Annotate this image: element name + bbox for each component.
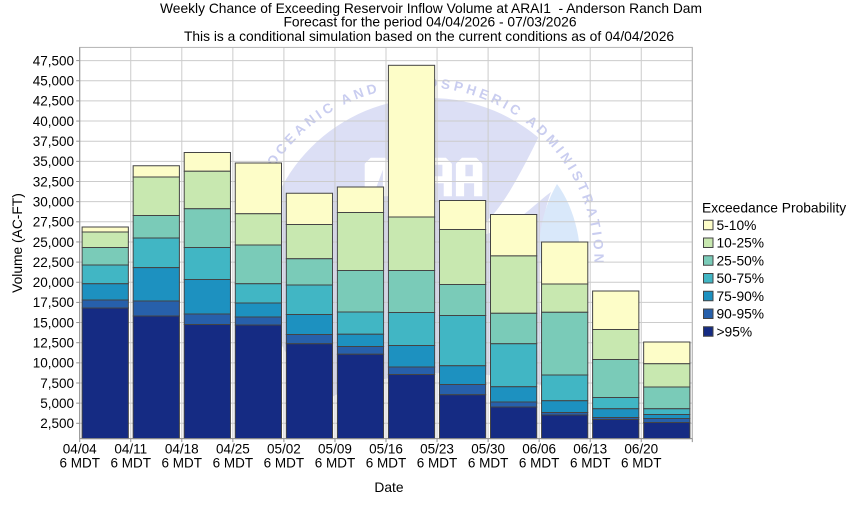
svg-text:32,500: 32,500 <box>33 174 74 189</box>
svg-text:75-90%: 75-90% <box>717 289 765 304</box>
svg-text:90-95%: 90-95% <box>717 307 765 322</box>
svg-text:6 MDT: 6 MDT <box>213 455 254 470</box>
svg-text:6 MDT: 6 MDT <box>315 455 356 470</box>
svg-text:Volume (AC-FT): Volume (AC-FT) <box>10 193 25 293</box>
svg-text:45,000: 45,000 <box>33 74 74 89</box>
svg-text:04/11: 04/11 <box>114 442 147 457</box>
svg-text:2,500: 2,500 <box>40 416 74 431</box>
svg-text:42,500: 42,500 <box>33 94 74 109</box>
svg-text:20,000: 20,000 <box>33 275 74 290</box>
svg-text:06/06: 06/06 <box>522 442 556 457</box>
svg-text:Weekly Chance of Exceeding Res: Weekly Chance of Exceeding Reservoir Inf… <box>160 1 702 16</box>
svg-text:Date: Date <box>374 480 403 495</box>
svg-text:6 MDT: 6 MDT <box>621 455 662 470</box>
svg-text:6 MDT: 6 MDT <box>519 455 560 470</box>
svg-text:04/18: 04/18 <box>165 442 199 457</box>
svg-text:27,500: 27,500 <box>33 215 74 230</box>
svg-text:25-50%: 25-50% <box>717 253 765 268</box>
svg-text:6 MDT: 6 MDT <box>59 455 100 470</box>
svg-text:5-10%: 5-10% <box>717 218 757 233</box>
svg-text:6 MDT: 6 MDT <box>162 455 203 470</box>
svg-text:47,500: 47,500 <box>33 53 74 68</box>
svg-text:6 MDT: 6 MDT <box>366 455 407 470</box>
svg-text:50-75%: 50-75% <box>717 271 765 286</box>
svg-text:Forecast for the period 04/04/: Forecast for the period 04/04/2026 - 07/… <box>283 15 576 30</box>
svg-text:05/02: 05/02 <box>267 442 301 457</box>
svg-text:06/13: 06/13 <box>573 442 607 457</box>
svg-text:40,000: 40,000 <box>33 114 74 129</box>
svg-text:05/30: 05/30 <box>471 442 505 457</box>
svg-text:05/23: 05/23 <box>420 442 454 457</box>
svg-text:5,000: 5,000 <box>40 396 74 411</box>
svg-text:6 MDT: 6 MDT <box>264 455 305 470</box>
svg-text:06/20: 06/20 <box>624 442 658 457</box>
svg-text:>95%: >95% <box>717 324 753 339</box>
svg-text:04/25: 04/25 <box>216 442 250 457</box>
svg-text:05/16: 05/16 <box>369 442 403 457</box>
svg-text:6 MDT: 6 MDT <box>468 455 509 470</box>
svg-text:7,500: 7,500 <box>40 376 74 391</box>
svg-text:30,000: 30,000 <box>33 194 74 209</box>
svg-text:05/09: 05/09 <box>318 442 352 457</box>
svg-text:6 MDT: 6 MDT <box>417 455 458 470</box>
svg-text:This is a conditional simulati: This is a conditional simulation based o… <box>184 29 674 44</box>
svg-text:10,000: 10,000 <box>33 356 74 371</box>
svg-text:6 MDT: 6 MDT <box>570 455 611 470</box>
svg-text:22,500: 22,500 <box>33 255 74 270</box>
svg-text:37,500: 37,500 <box>33 134 74 149</box>
svg-text:25,000: 25,000 <box>33 235 74 250</box>
svg-text:10-25%: 10-25% <box>717 236 765 251</box>
svg-text:6 MDT: 6 MDT <box>111 455 152 470</box>
svg-text:17,500: 17,500 <box>33 295 74 310</box>
svg-text:35,000: 35,000 <box>33 154 74 169</box>
svg-text:04/04: 04/04 <box>63 442 97 457</box>
svg-text:15,000: 15,000 <box>33 315 74 330</box>
svg-text:Exceedance Probability: Exceedance Probability <box>702 201 846 216</box>
svg-text:12,500: 12,500 <box>33 336 74 351</box>
